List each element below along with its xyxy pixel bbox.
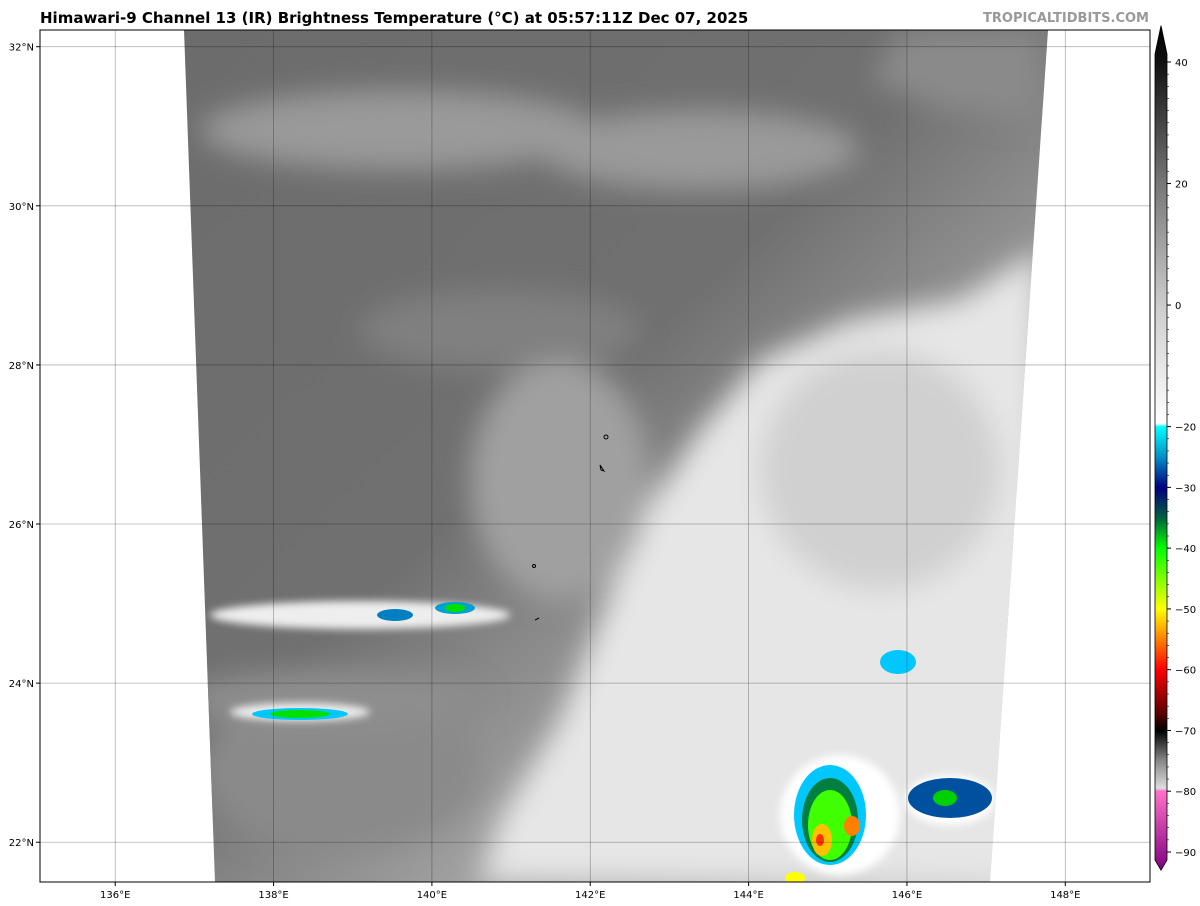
colorbar-tick-label: −60 <box>1175 666 1196 677</box>
lat-tick-label: 24°N <box>9 679 34 690</box>
lon-tick-label: 148°E <box>1050 890 1080 901</box>
lon-tick-label: 136°E <box>100 890 130 901</box>
colorbar-scale <box>1154 25 1168 872</box>
colorbar-tick-label: −70 <box>1175 726 1196 737</box>
colorbar: 40 20 0 −20 −30 −40 −50 −60 −70 −80 −90 <box>1154 25 1196 872</box>
lat-tick-label: 30°N <box>9 202 34 213</box>
lon-tick-label: 138°E <box>258 890 288 901</box>
map-title: Himawari-9 Channel 13 (IR) Brightness Te… <box>40 9 749 27</box>
lon-tick-label: 140°E <box>417 890 447 901</box>
lat-tick-label: 22°N <box>9 838 34 849</box>
colorbar-tick-label: −20 <box>1175 423 1196 434</box>
map-frame <box>39 29 1151 883</box>
lat-tick-label: 32°N <box>9 43 34 54</box>
colorbar-tick-label: −90 <box>1175 848 1196 859</box>
lon-tick-label: 144°E <box>733 890 763 901</box>
satellite-swath <box>184 30 1048 882</box>
lon-tick-label: 142°E <box>575 890 605 901</box>
colorbar-tick-label: −30 <box>1175 483 1196 494</box>
colorbar-tick-label: −50 <box>1175 605 1196 616</box>
imagery-layer <box>40 30 1150 882</box>
credit-watermark: TROPICALTIDBITS.COM <box>983 11 1149 26</box>
colorbar-tick-label: −80 <box>1175 787 1196 798</box>
island-outlines <box>532 434 609 621</box>
lon-tick-label: 146°E <box>892 890 922 901</box>
graticule <box>40 30 1150 882</box>
lat-tick-label: 26°N <box>9 520 34 531</box>
colorbar-tick-label: 0 <box>1175 301 1181 312</box>
map-axes: 136°E 138°E 140°E 142°E 144°E 146°E 148°E 22°N 2… <box>9 43 1081 901</box>
colorbar-tick-label: −40 <box>1175 544 1196 555</box>
colorbar-tick-label: 20 <box>1175 180 1188 191</box>
colorbar-tick-label: 40 <box>1175 58 1188 69</box>
lat-tick-label: 28°N <box>9 361 34 372</box>
convective-cells <box>252 602 992 882</box>
